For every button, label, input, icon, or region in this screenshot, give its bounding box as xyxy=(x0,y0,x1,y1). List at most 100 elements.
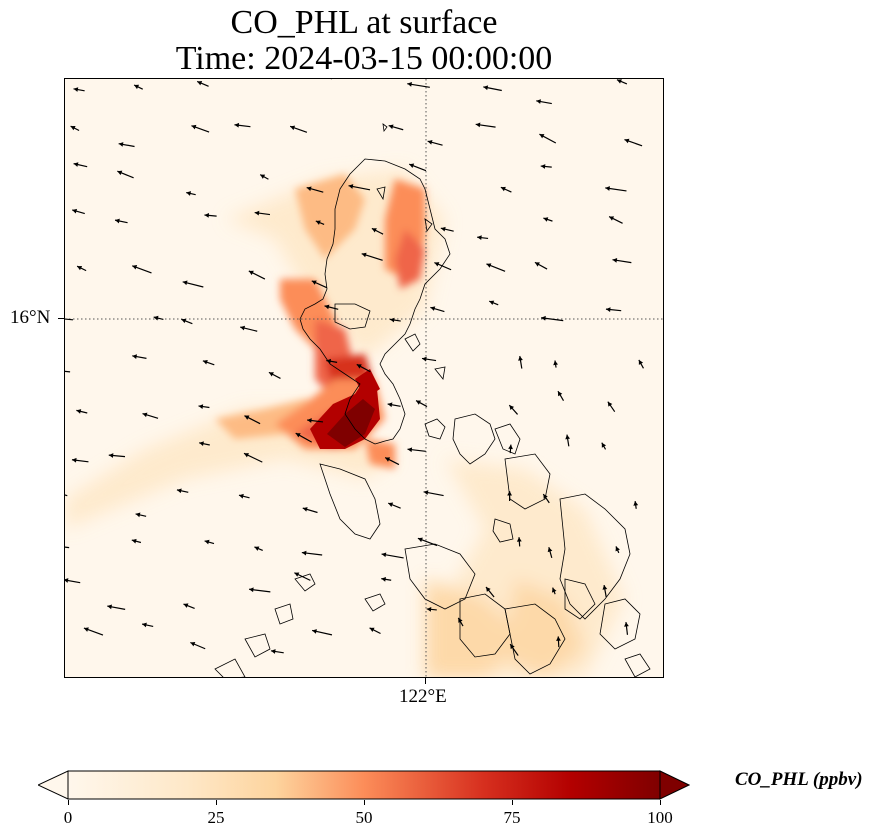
wind-vector-head xyxy=(361,252,367,258)
colorbar-tick-label: 100 xyxy=(647,808,673,827)
wind-vector-head xyxy=(516,537,522,542)
wind-vector-head xyxy=(142,622,147,628)
wind-vector-head xyxy=(423,490,429,495)
lat-tick-label: 16°N xyxy=(10,307,51,328)
wind-vector-head xyxy=(615,546,620,552)
wind-vector-head xyxy=(186,191,192,196)
colorbar-tick-label: 0 xyxy=(63,808,73,827)
wind-vector-head xyxy=(238,493,244,499)
wind-vector-head xyxy=(381,576,386,582)
wind-vector-head xyxy=(638,359,644,365)
wind-vector-head xyxy=(477,235,482,241)
wind-vector-head xyxy=(440,226,446,232)
wind-vector-head xyxy=(71,457,77,463)
wind-vector-head xyxy=(307,418,312,423)
wind-vector-head xyxy=(536,99,541,104)
wind-vector-head xyxy=(254,546,260,551)
wind-vector-head xyxy=(204,539,210,545)
wind-vector-head xyxy=(417,537,423,543)
wind-vector-head xyxy=(427,140,433,145)
colorbar-tick-mark xyxy=(216,800,217,805)
colorbar-tick-mark xyxy=(68,800,69,805)
wind-vector-head xyxy=(605,186,610,191)
wind-vector-head xyxy=(356,364,362,369)
wind-vectors xyxy=(65,79,644,656)
wind-vector-head xyxy=(191,124,197,130)
wind-vector-head xyxy=(508,444,513,450)
wind-vector-head xyxy=(601,442,607,448)
wind-vector-head xyxy=(270,649,276,654)
lat-tick-mark xyxy=(58,318,64,319)
lon-tick-mark xyxy=(425,678,426,684)
wind-vector-head xyxy=(534,262,540,267)
wind-vector-head xyxy=(118,142,124,147)
wind-vector-head xyxy=(326,358,332,364)
wind-vector-head xyxy=(73,87,79,92)
wind-vector-head xyxy=(381,552,387,558)
wind-vector-head xyxy=(540,164,546,169)
wind-vector-head xyxy=(543,494,548,500)
wind-vector-head xyxy=(551,587,557,593)
wind-vector-head xyxy=(624,138,630,144)
colorbar-tick-label: 25 xyxy=(207,808,225,827)
wind-vector xyxy=(65,318,74,321)
wind-vector-head xyxy=(183,603,189,608)
wind-vector-head xyxy=(489,300,495,306)
wind-vector-head xyxy=(153,315,159,321)
wind-vector-head xyxy=(117,170,123,176)
wind-vector-head xyxy=(115,218,120,224)
map-panel xyxy=(64,78,664,678)
wind-vector-head xyxy=(248,270,254,276)
lon-tick-label: 122°E xyxy=(399,686,447,707)
wind-vector-head xyxy=(624,622,629,627)
wind-vector-head xyxy=(486,586,491,592)
wind-vector-head xyxy=(234,122,240,128)
wind-vector-head xyxy=(132,265,138,270)
wind-vector-head xyxy=(547,547,553,553)
wind-vector-head xyxy=(430,306,436,311)
wind-vector-head xyxy=(369,627,375,633)
wind-vector-head xyxy=(198,404,204,409)
wind-vector-head xyxy=(458,617,463,623)
wind-vector-head xyxy=(73,162,79,167)
wind-vector-head xyxy=(387,402,393,408)
wind-vector-head xyxy=(518,355,523,361)
wind-vector-head xyxy=(199,441,204,447)
wind-vector-head xyxy=(324,304,330,310)
wind-vector-head xyxy=(616,79,622,84)
wind-vector-head xyxy=(388,502,394,507)
wind-vector xyxy=(65,370,71,373)
wind-vector-head xyxy=(197,80,203,86)
colorbar-tick-mark xyxy=(660,800,661,805)
wind-vector-head xyxy=(306,186,312,192)
concentration-field xyxy=(65,169,625,677)
wind-vector-head xyxy=(605,307,611,312)
wind-vector-head xyxy=(301,550,307,556)
wind-vector-head xyxy=(295,433,301,438)
wind-vector-head xyxy=(83,627,89,632)
wind-vector xyxy=(65,546,70,549)
wind-vector-head xyxy=(240,325,246,331)
wind-vector-head xyxy=(509,405,515,410)
wind-vector-head xyxy=(556,636,561,641)
wind-vector-head xyxy=(602,585,608,590)
wind-vector-head xyxy=(388,124,394,130)
wind-vector-head xyxy=(500,186,506,192)
wind-vector-head xyxy=(131,538,137,544)
wind-vector-head xyxy=(557,391,563,397)
wind-vector-head xyxy=(202,359,208,365)
wind-vector-head xyxy=(182,280,188,286)
wind-vector-head xyxy=(77,265,83,271)
wind-vector-head xyxy=(371,228,377,233)
wind-vector-head xyxy=(541,315,546,321)
wind-vector-head xyxy=(108,453,114,458)
wind-vector-head xyxy=(609,216,615,221)
wind-vector-head xyxy=(426,607,432,612)
wind-vector-head xyxy=(348,184,354,189)
wind-vector-head xyxy=(107,604,113,610)
wind-vector-head xyxy=(407,447,413,453)
wind-vector-head xyxy=(553,360,558,366)
wind-vector-head xyxy=(421,356,427,362)
map-title-line1: CO_PHL at surface xyxy=(230,4,498,41)
wind-vector-head xyxy=(385,457,391,462)
